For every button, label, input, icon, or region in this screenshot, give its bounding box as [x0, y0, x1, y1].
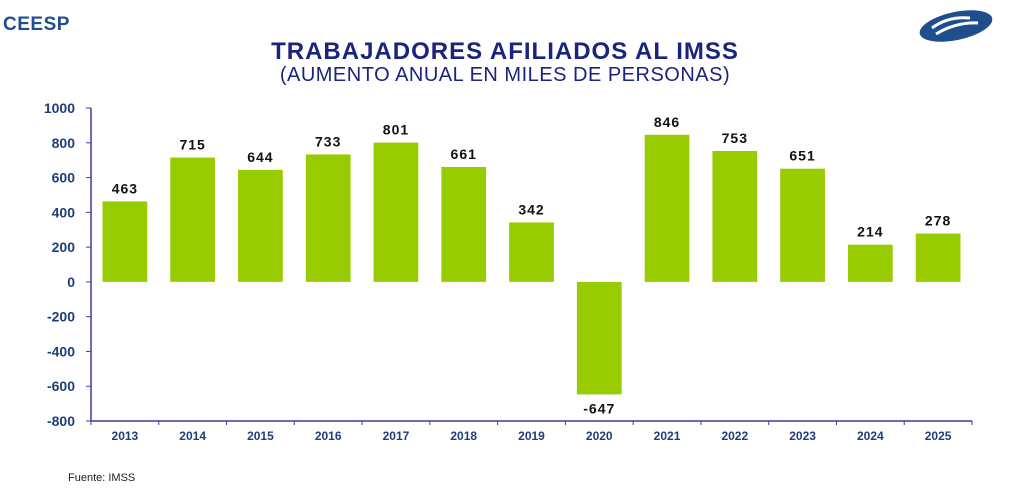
data-label-2016: 733: [315, 133, 341, 149]
bar-2018: [441, 166, 487, 282]
y-tick-label: -800: [47, 413, 75, 429]
y-tick-label: 1000: [44, 100, 75, 116]
data-label-2018: 661: [451, 146, 477, 162]
bar-2025: [915, 233, 961, 282]
data-label-2020: -647: [583, 400, 615, 416]
bar-2017: [373, 142, 419, 282]
x-axis: 2013 2014 2015 2016 2017 2018 2019 2020 2021 2022…: [90, 420, 973, 443]
y-tick-label: -400: [47, 343, 75, 359]
data-label-2015: 644: [247, 149, 273, 165]
x-tick-label: 2018: [450, 429, 477, 443]
x-tick-label: 2017: [383, 429, 410, 443]
x-tick-label: 2019: [518, 429, 545, 443]
y-tick-label: -200: [47, 309, 75, 325]
data-label-2017: 801: [383, 122, 409, 138]
y-tick-label: 400: [52, 204, 76, 220]
x-tick-label: 2020: [586, 429, 613, 443]
x-tick-label: 2024: [857, 429, 884, 443]
y-tick-label: -600: [47, 378, 75, 394]
bar-2020: [576, 281, 622, 395]
bar-2021: [644, 134, 690, 282]
data-label-2021: 846: [654, 114, 680, 130]
y-axis: 1000 800 600 400 200 0 -200 -400 -600 -800: [44, 100, 92, 429]
chart-title: TRABAJADORES AFILIADOS AL IMSS: [271, 38, 739, 65]
y-tick-label: 200: [52, 239, 76, 255]
bar-2019: [509, 222, 554, 282]
data-label-2022: 753: [722, 130, 748, 146]
source-note: Fuente: IMSS: [68, 472, 136, 484]
data-label-2025: 278: [925, 213, 951, 229]
data-labels: 463 715 644 733 801 661 342 -647 846 753 651 214 278: [112, 114, 951, 417]
y-tick-label: 600: [52, 170, 76, 186]
x-tick-label: 2015: [247, 429, 274, 443]
y-tick-label: 800: [52, 135, 76, 151]
x-tick-label: 2016: [315, 429, 342, 443]
bar-2023: [780, 168, 825, 282]
brand-logo-text: CEESP: [3, 14, 70, 35]
y-tick-label: 0: [67, 274, 75, 290]
bar-2016: [305, 154, 351, 282]
bar-2015: [238, 169, 283, 282]
bar-2014: [170, 157, 216, 282]
bar-2013: [102, 201, 148, 282]
x-tick-label: 2025: [925, 429, 952, 443]
x-tick-label: 2013: [112, 429, 139, 443]
data-label-2019: 342: [518, 201, 544, 217]
data-label-2023: 651: [789, 148, 815, 164]
x-tick-label: 2021: [654, 429, 681, 443]
x-tick-label: 2014: [179, 429, 206, 443]
bar-2024: [847, 244, 893, 282]
x-tick-label: 2022: [721, 429, 748, 443]
chart-subtitle: (AUMENTO ANUAL EN MILES DE PERSONAS): [279, 64, 731, 86]
bars: [102, 134, 961, 395]
ceesp-logo-icon: [919, 10, 993, 42]
x-tick-label: 2023: [789, 429, 816, 443]
data-label-2014: 715: [179, 137, 205, 153]
data-label-2024: 214: [857, 224, 883, 240]
data-label-2013: 463: [112, 180, 138, 196]
bar-2022: [712, 150, 758, 282]
